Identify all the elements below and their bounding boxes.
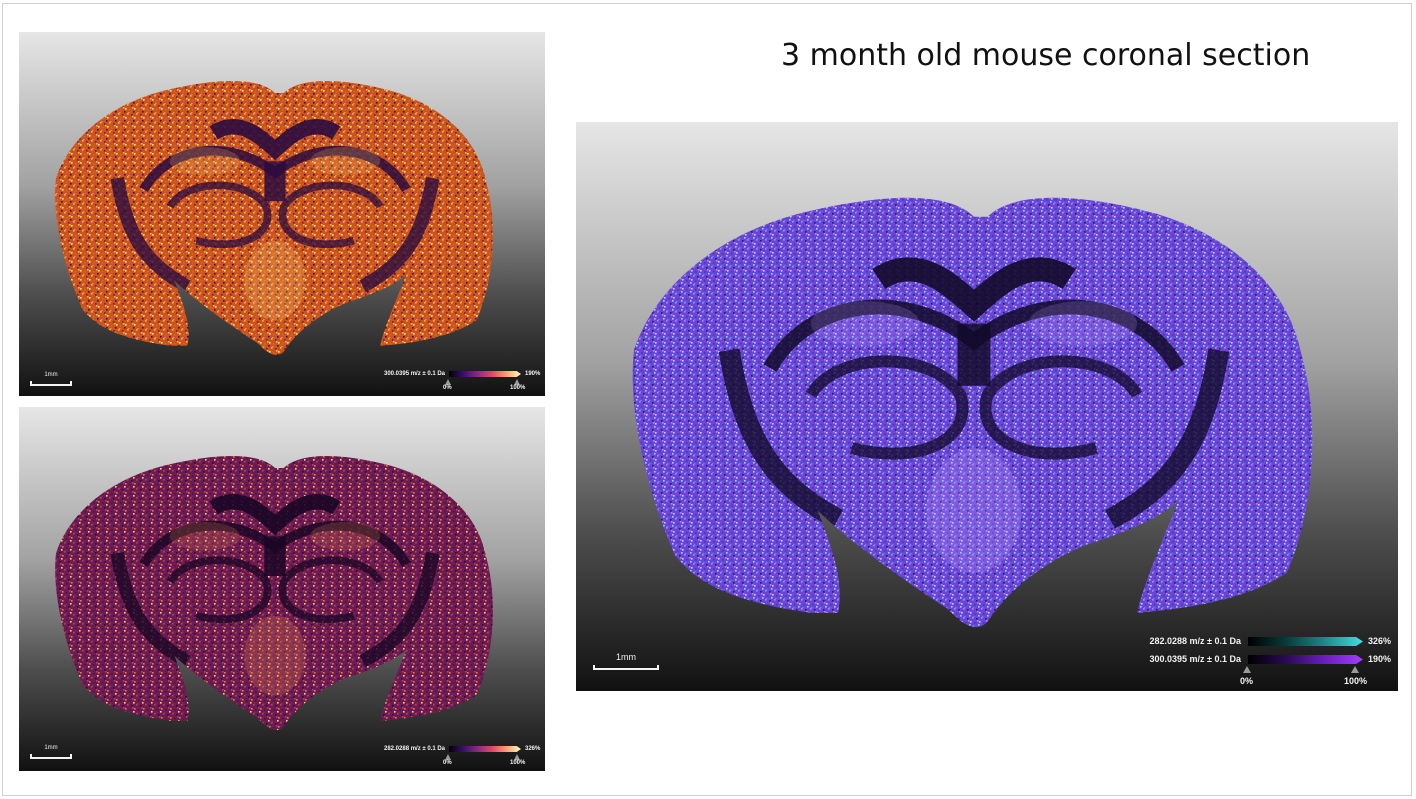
legend-tick-min: 0%: [1240, 676, 1254, 686]
legend-tick-min: 0%: [443, 760, 452, 766]
legend-max-percent: 326%: [525, 746, 541, 752]
intensity-legend: 300.0395 m/z ± 0.1 Da 190% 0% 100%: [349, 370, 545, 396]
scale-bar: 1mm: [30, 745, 72, 759]
legend-max-percent: 326%: [1368, 636, 1392, 646]
scale-bar-label: 1mm: [44, 372, 58, 378]
brain-section-image: [55, 80, 493, 356]
legend-mz-label: 300.0395 m/z ± 0.1 Da: [1149, 654, 1242, 664]
legend-tick-min: 0%: [443, 385, 452, 391]
legend-color-ramp: [1248, 637, 1363, 646]
scale-bar: 1mm: [30, 372, 72, 386]
ion-image-panel-bottom-left: 1mm 282.0288 m/z ± 0.1 Da 326% 0% 100%: [19, 407, 545, 771]
brain-section-image: [632, 197, 1313, 628]
brain-section-image: [55, 455, 493, 731]
legend-color-ramp: [449, 746, 521, 752]
legend-max-percent: 190%: [1368, 654, 1392, 664]
legend-color-ramp: [1248, 655, 1363, 664]
legend-tick-mid: 100%: [1344, 676, 1368, 686]
slide-frame: [2, 3, 1412, 796]
legend-mz-label: 300.0395 m/z ± 0.1 Da: [384, 371, 445, 377]
legend-tick-mid: 100%: [510, 760, 526, 766]
scale-bar-label: 1mm: [616, 652, 636, 662]
legend-mz-label: 282.0288 m/z ± 0.1 Da: [1149, 636, 1242, 646]
intensity-legend: 282.0288 m/z ± 0.1 Da 326% 300.0395 m/z …: [1106, 634, 1398, 691]
ion-image-panel-top-left: 1mm 300.0395 m/z ± 0.1 Da 190% 0% 100%: [19, 32, 545, 396]
scale-bar-label: 1mm: [44, 745, 58, 751]
legend-tick-mid: 100%: [510, 385, 526, 391]
scale-bar: 1mm: [593, 652, 659, 670]
legend-color-ramp: [449, 371, 521, 377]
intensity-legend: 282.0288 m/z ± 0.1 Da 326% 0% 100%: [349, 745, 545, 771]
slide-title: 3 month old mouse coronal section: [781, 38, 1311, 73]
legend-mz-label: 282.0288 m/z ± 0.1 Da: [384, 746, 445, 752]
ion-image-panel-overlay: 1mm 282.0288 m/z ± 0.1 Da 326% 300.0395 …: [576, 122, 1398, 691]
legend-max-percent: 190%: [525, 371, 541, 377]
